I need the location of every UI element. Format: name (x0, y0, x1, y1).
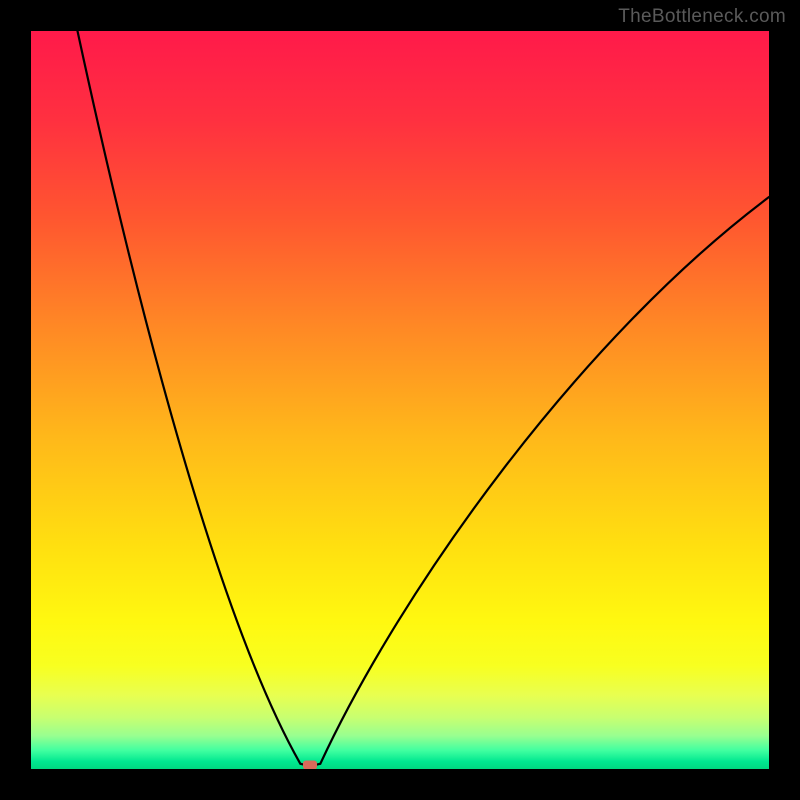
plot-area (31, 31, 769, 769)
watermark-text: TheBottleneck.com (618, 6, 786, 28)
optimal-point-marker (303, 760, 317, 769)
bottleneck-curve (77, 31, 769, 765)
chart-frame (0, 0, 800, 800)
curve-layer (31, 31, 769, 769)
